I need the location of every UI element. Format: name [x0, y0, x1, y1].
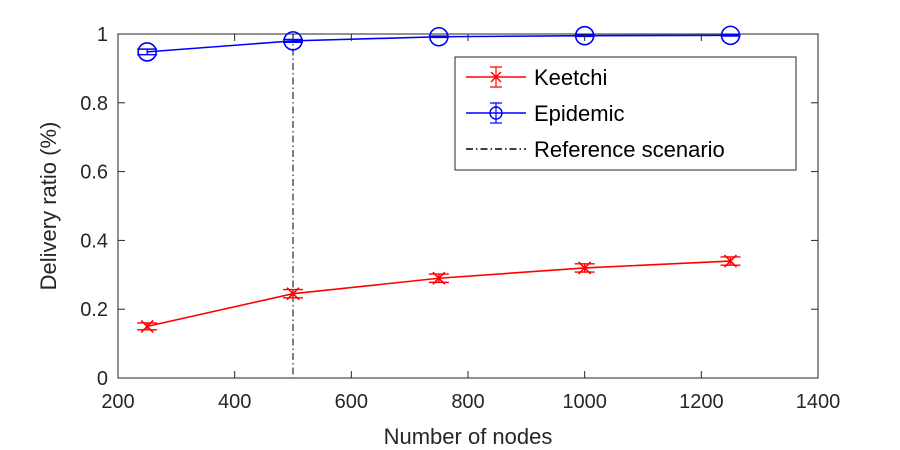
y-tick-label: 1 — [97, 24, 108, 46]
legend-marker-keetchi — [490, 71, 502, 83]
legend-label-reference-scenario: Reference scenario — [534, 137, 725, 162]
epidemic-point — [574, 25, 595, 46]
y-tick-label: 0.8 — [80, 93, 108, 115]
keetchi-point — [723, 254, 738, 268]
x-tick-label: 400 — [218, 391, 251, 413]
ticks-layer: 200 400 600 800 1000 1200 1400 0 0.2 0.4 0.6 0.8 1 — [80, 24, 840, 413]
series-layer — [137, 25, 741, 333]
y-axis-label: Delivery ratio (%) — [36, 122, 61, 291]
x-tick-label: 1000 — [562, 391, 607, 413]
y-tick-label: 0.4 — [80, 230, 108, 252]
legend: Keetchi Epidemic Reference scenario — [454, 56, 797, 171]
keetchi-point — [286, 287, 300, 301]
x-tick-label: 800 — [451, 391, 484, 413]
y-tick-label: 0 — [97, 368, 108, 390]
epidemic-error-bar — [137, 48, 158, 56]
keetchi-point — [432, 271, 446, 285]
epidemic-error-bar — [428, 35, 449, 39]
epidemic-point — [720, 25, 741, 46]
keetchi-point — [140, 319, 154, 333]
epidemic-error-bar — [720, 33, 741, 37]
x-tick-label: 200 — [101, 391, 134, 413]
y-tick-label: 0.6 — [80, 162, 108, 184]
epidemic-point — [283, 31, 303, 51]
legend-label-epidemic: Epidemic — [534, 101, 624, 126]
legend-marker-epidemic — [489, 106, 503, 120]
keetchi-series — [137, 254, 741, 333]
x-tick-label: 1400 — [796, 391, 841, 413]
x-tick-label: 600 — [335, 391, 368, 413]
epidemic-error-bar — [283, 38, 303, 43]
x-tick-label: 1200 — [679, 391, 724, 413]
keetchi-point — [578, 261, 592, 275]
epidemic-point — [137, 42, 157, 62]
y-tick-label: 0.2 — [80, 299, 108, 321]
legend-label-keetchi: Keetchi — [534, 65, 607, 90]
x-axis-label: Number of nodes — [384, 424, 553, 449]
epidemic-point — [429, 26, 449, 47]
